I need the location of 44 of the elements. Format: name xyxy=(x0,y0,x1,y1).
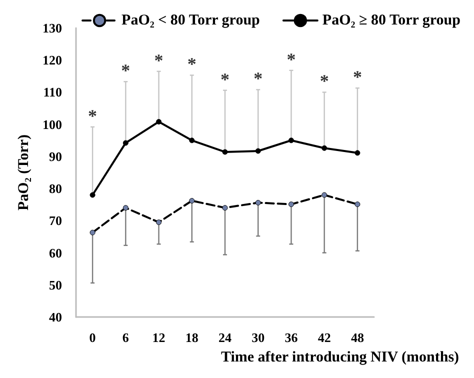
point xyxy=(189,198,195,204)
point xyxy=(222,205,228,211)
x-tick-label: 24 xyxy=(218,330,232,345)
legend-label: PaO₂ ≥ 80 Torr group xyxy=(322,12,460,28)
point xyxy=(354,150,360,156)
annotation: * xyxy=(121,60,130,81)
y-tick-label: 110 xyxy=(43,84,62,100)
point xyxy=(255,200,261,206)
annotation: * xyxy=(352,67,362,88)
x-tick-label: 30 xyxy=(252,330,265,345)
y-axis-title: PaO₂ (Torr) xyxy=(16,134,32,211)
point xyxy=(122,205,128,211)
annotation: * xyxy=(254,68,263,89)
y-tick-label: 80 xyxy=(49,181,62,196)
point xyxy=(189,138,195,144)
annotation: * xyxy=(154,50,164,70)
annotation: * xyxy=(220,69,230,90)
point xyxy=(156,119,162,125)
y-tick-label: 100 xyxy=(42,116,62,132)
annotation: * xyxy=(88,106,98,126)
x-tick-label: 6 xyxy=(122,330,130,345)
x-tick-label: 18 xyxy=(185,330,199,345)
point xyxy=(322,145,328,151)
x-tick-label: 36 xyxy=(284,330,298,345)
y-tick-label: 60 xyxy=(49,245,62,260)
point xyxy=(354,202,360,208)
legend-label: PaO₂ < 80 Torr group xyxy=(122,12,260,28)
point xyxy=(156,220,162,226)
point xyxy=(288,202,294,208)
y-tick-label: 120 xyxy=(42,52,62,68)
x-tick-label: 42 xyxy=(318,330,331,345)
x-tick-label: 12 xyxy=(152,330,166,345)
point xyxy=(288,138,294,144)
y-tick-label: 90 xyxy=(49,148,62,164)
annotation: * xyxy=(187,54,196,74)
x-tick-label: 48 xyxy=(350,330,364,345)
annotation: * xyxy=(286,49,296,70)
x-axis-title: Time after introducing NIV (months) xyxy=(220,350,460,366)
y-tick-label: 40 xyxy=(49,310,62,324)
annotation: * xyxy=(320,71,329,92)
y-tick-label: 130 xyxy=(42,20,62,36)
y-tick-label: 70 xyxy=(49,213,62,228)
x-tick-label: 0 xyxy=(89,330,96,345)
y-tick-label: 50 xyxy=(49,277,62,292)
